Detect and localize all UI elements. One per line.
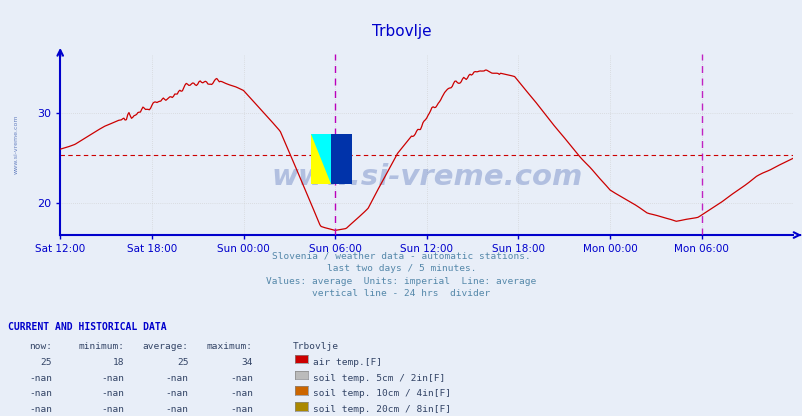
Text: 34: 34 [241,358,253,367]
Text: average:: average: [143,342,188,351]
Text: soil temp. 5cm / 2in[F]: soil temp. 5cm / 2in[F] [313,374,445,383]
Text: -nan: -nan [101,389,124,399]
Text: soil temp. 20cm / 8in[F]: soil temp. 20cm / 8in[F] [313,405,451,414]
Text: now:: now: [29,342,52,351]
Text: -nan: -nan [29,389,52,399]
Text: -nan: -nan [29,405,52,414]
Text: www.si-vreme.com: www.si-vreme.com [14,115,18,174]
Text: CURRENT AND HISTORICAL DATA: CURRENT AND HISTORICAL DATA [8,322,167,332]
Text: Values: average  Units: imperial  Line: average: Values: average Units: imperial Line: av… [266,277,536,286]
Bar [310,134,331,184]
Polygon shape [310,134,331,184]
Text: Slovenia / weather data - automatic stations.: Slovenia / weather data - automatic stat… [272,252,530,261]
Text: www.si-vreme.com: www.si-vreme.com [271,163,581,191]
Text: -nan: -nan [229,389,253,399]
Text: 25: 25 [177,358,188,367]
Text: -nan: -nan [165,405,188,414]
Text: -nan: -nan [165,389,188,399]
Text: 25: 25 [41,358,52,367]
Text: Trbovlje: Trbovlje [293,342,338,351]
Text: -nan: -nan [229,374,253,383]
Text: -nan: -nan [229,405,253,414]
Text: vertical line - 24 hrs  divider: vertical line - 24 hrs divider [312,289,490,298]
Text: -nan: -nan [101,405,124,414]
Text: -nan: -nan [29,374,52,383]
Text: air temp.[F]: air temp.[F] [313,358,382,367]
Text: Trbovlje: Trbovlje [371,24,431,39]
Text: last two days / 5 minutes.: last two days / 5 minutes. [326,264,476,273]
Text: 18: 18 [113,358,124,367]
Text: maximum:: maximum: [207,342,253,351]
Text: soil temp. 10cm / 4in[F]: soil temp. 10cm / 4in[F] [313,389,451,399]
Text: -nan: -nan [165,374,188,383]
Bar [331,134,351,184]
Text: minimum:: minimum: [79,342,124,351]
Text: -nan: -nan [101,374,124,383]
